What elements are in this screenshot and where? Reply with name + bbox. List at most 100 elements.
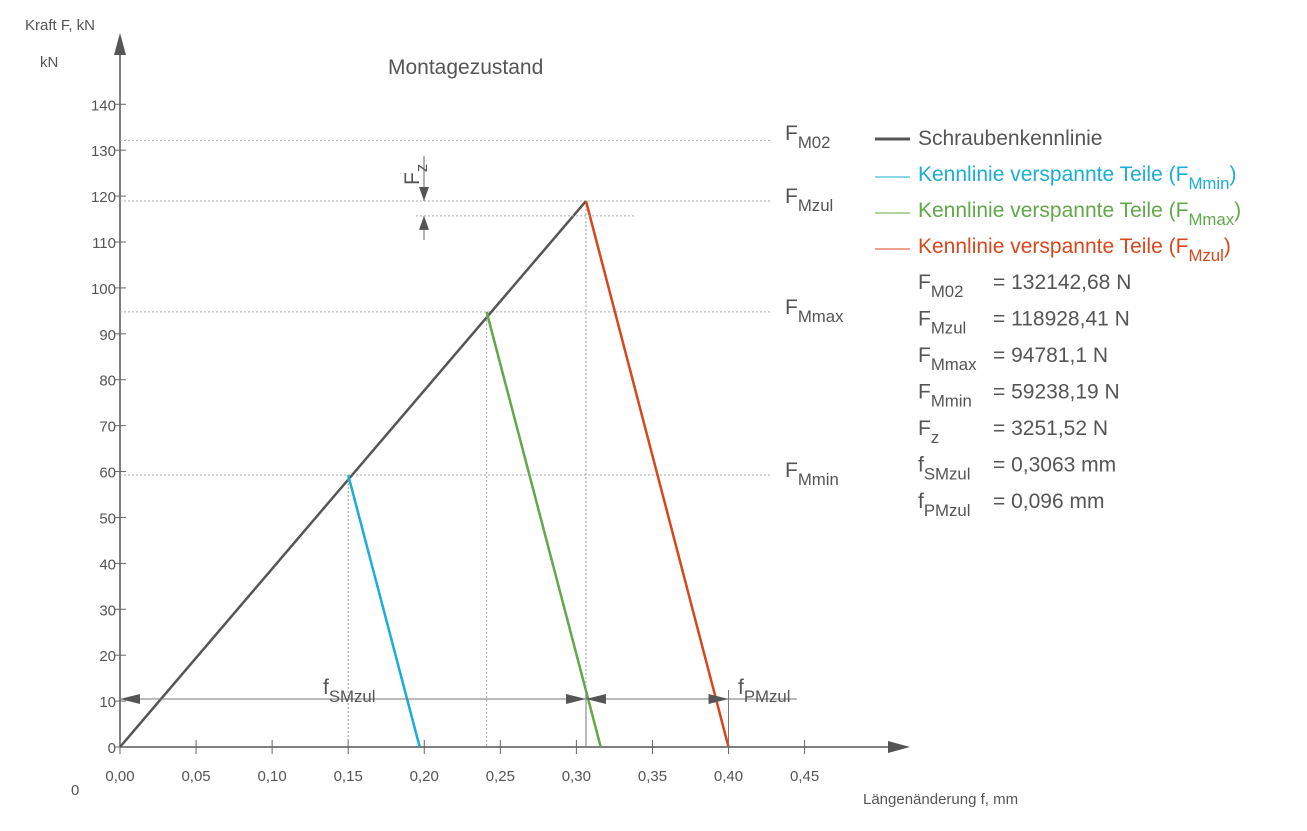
text-part: F <box>785 459 798 482</box>
text-part: F <box>401 172 424 185</box>
dimension-arrow <box>708 694 729 704</box>
result-value: = 118928,41 N <box>993 308 1130 331</box>
x-tick-label: 0,40 <box>714 768 743 785</box>
text-part: SMzul <box>329 687 376 706</box>
y-tick-label: 100 <box>91 281 116 298</box>
y-tick-label: 10 <box>99 694 116 711</box>
text-part: Schraubenkennlinie <box>918 127 1102 150</box>
text-part: Kennlinie verspannte Teile (F <box>918 235 1188 258</box>
text-part: F <box>918 344 931 367</box>
result-symbol: FMzul <box>918 308 966 338</box>
result-symbol: FM02 <box>918 271 963 301</box>
dimension-arrow <box>565 694 586 704</box>
x-tick-label: 0,30 <box>562 768 591 785</box>
text-part: F <box>918 308 931 331</box>
y-tick-label: 60 <box>99 465 116 482</box>
x-axis-arrow <box>888 741 910 753</box>
text-part: ) <box>1234 199 1241 222</box>
y-tick-label: 120 <box>91 189 116 206</box>
result-symbol: Fz <box>918 417 939 447</box>
dimension-label: fSMzul <box>323 676 375 706</box>
text-part: Mmax <box>798 307 844 326</box>
series-line <box>584 200 730 748</box>
text-part: Kennlinie verspannte Teile (F <box>918 163 1188 186</box>
text-part: Mmax <box>931 355 977 374</box>
y-tick-label: 110 <box>92 235 116 252</box>
text-part: F <box>785 185 798 208</box>
x-tick-label: 0,20 <box>410 768 439 785</box>
x-tick-label: 0,15 <box>334 768 363 785</box>
y-tick-label: 80 <box>99 373 116 390</box>
x-tick-label: 0,10 <box>258 768 287 785</box>
reference-label: FM02 <box>785 122 830 152</box>
dimension-arrow <box>120 694 140 704</box>
y-tick-label: 50 <box>99 510 116 527</box>
text-part: ) <box>1224 235 1231 258</box>
result-value: = 132142,68 N <box>993 271 1131 294</box>
text-part: Mmin <box>798 470 839 489</box>
fz-arrow <box>419 187 429 202</box>
x-axis-label: Längenänderung f, mm <box>863 791 1018 808</box>
text-part: PMzul <box>924 501 971 520</box>
result-symbol: fPMzul <box>918 490 970 520</box>
series-line <box>346 474 421 748</box>
y-tick-label: 130 <box>91 143 116 160</box>
legend-entry: Schraubenkennlinie <box>918 127 1102 150</box>
y-tick-label: 30 <box>99 602 116 619</box>
text-part: M02 <box>798 133 831 152</box>
text-part: Mmax <box>1188 210 1234 229</box>
text-part: SMzul <box>924 465 971 484</box>
result-value: = 59238,19 N <box>993 381 1120 404</box>
result-value: = 0,096 mm <box>993 490 1104 513</box>
x-tick-label: 0,35 <box>638 768 667 785</box>
x-tick-label: 0,25 <box>486 768 515 785</box>
text-part: ) <box>1229 163 1236 186</box>
text-part: F <box>918 381 931 404</box>
y-tick-label: 140 <box>91 97 116 114</box>
text-part: Mzul <box>798 196 833 215</box>
text-part: f <box>323 676 329 699</box>
x-tick-label: 0,00 <box>105 768 134 785</box>
text-part: f <box>918 490 924 513</box>
result-symbol: FMmax <box>918 344 977 374</box>
legend-entry: Kennlinie verspannte Teile (FMzul) <box>918 235 1231 265</box>
text-part: F <box>785 122 798 145</box>
fz-arrow <box>419 215 429 230</box>
text-part: Kennlinie verspannte Teile (F <box>918 199 1188 222</box>
reference-label: FMmax <box>785 296 844 326</box>
result-symbol: FMmin <box>918 381 972 411</box>
result-value: = 0,3063 mm <box>993 454 1116 477</box>
chart-title: Montagezustand <box>388 56 543 79</box>
reference-label: FMzul <box>785 185 833 215</box>
text-part: F <box>785 296 798 319</box>
y-tick-label: 0 <box>108 740 116 757</box>
text-part: z <box>412 164 431 172</box>
x-tick-label: 0,45 <box>790 768 819 785</box>
origin-label: 0 <box>71 782 79 799</box>
fz-label: Fz <box>401 164 431 185</box>
text-part: z <box>931 428 939 447</box>
dimension-label: fPMzul <box>738 676 790 706</box>
text-part: Mzul <box>931 319 966 338</box>
text-part: M02 <box>931 282 964 301</box>
text-part: F <box>918 417 931 440</box>
series-line <box>485 311 602 748</box>
result-value: = 94781,1 N <box>993 344 1108 367</box>
reference-label: FMmin <box>785 459 839 489</box>
y-tick-label: 40 <box>99 556 116 573</box>
y-tick-label: 90 <box>99 327 116 344</box>
text-part: Mzul <box>1188 246 1223 265</box>
legend-entry: Kennlinie verspannte Teile (FMmax) <box>918 199 1241 229</box>
y-tick-label: 20 <box>99 648 116 665</box>
text-part: Mmin <box>1188 174 1229 193</box>
text-part: PMzul <box>744 687 791 706</box>
text-part: f <box>738 676 744 699</box>
result-value: = 3251,52 N <box>993 417 1108 440</box>
y-tick-label: 70 <box>99 419 116 436</box>
text-part: Mmin <box>931 392 972 411</box>
result-symbol: fSMzul <box>918 454 970 484</box>
legend-entry: Kennlinie verspannte Teile (FMmin) <box>918 163 1236 193</box>
y-axis-label: Kraft F, kN <box>25 17 95 34</box>
x-tick-label: 0,05 <box>181 768 210 785</box>
